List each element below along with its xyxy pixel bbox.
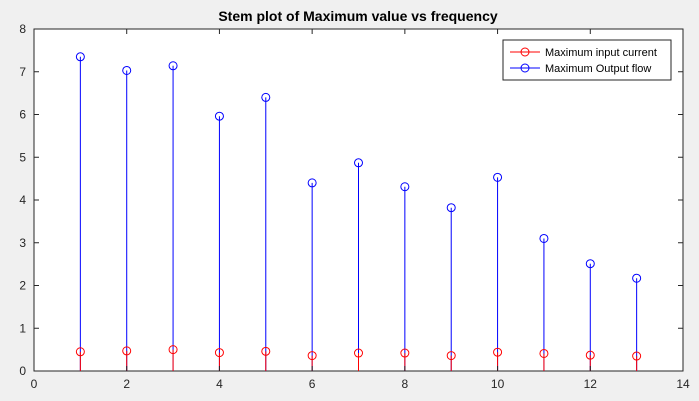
y-tick-label: 8	[19, 22, 26, 36]
marker-input-current	[354, 348, 363, 358]
marker-input-current	[168, 345, 178, 355]
x-tick-label: 8	[402, 377, 409, 391]
x-tick-label: 0	[31, 377, 38, 391]
marker-input-current	[400, 348, 410, 358]
marker-output-flow	[122, 65, 132, 75]
marker-output-flow	[75, 52, 85, 62]
marker-input-current	[585, 350, 595, 360]
y-tick-label: 3	[19, 236, 26, 250]
stems-layer	[79, 56, 638, 371]
y-tick-label: 2	[19, 279, 26, 293]
marker-input-current	[261, 346, 271, 356]
x-tick-label: 14	[676, 377, 690, 391]
y-tick-label: 7	[19, 65, 26, 79]
y-axis-ticks: 0 1 2 3 4 5 6 7 8	[19, 22, 683, 378]
marker-output-flow	[354, 158, 363, 168]
marker-output-flow	[307, 178, 317, 188]
y-tick-label: 0	[19, 364, 26, 378]
y-tick-label: 6	[19, 108, 26, 122]
marker-output-flow	[493, 172, 503, 182]
marker-output-flow	[168, 61, 178, 71]
marker-input-current	[75, 347, 85, 357]
marker-input-current	[632, 351, 642, 361]
x-axis-ticks: 0 2 4 6 8 10 12 14	[31, 29, 690, 391]
marker-input-current	[539, 348, 549, 358]
marker-output-flow	[539, 233, 549, 243]
marker-output-flow	[632, 273, 642, 283]
x-tick-label: 2	[123, 377, 130, 391]
marker-input-current	[446, 351, 456, 361]
x-tick-label: 6	[309, 377, 316, 391]
marker-input-current	[307, 351, 317, 361]
marker-output-flow	[585, 259, 595, 269]
legend-marker-input-current	[520, 47, 530, 57]
legend-marker-output-flow	[520, 63, 530, 73]
chart-title: Stem plot of Maximum value vs frequency	[218, 8, 498, 24]
marker-input-current	[122, 346, 132, 356]
x-tick-label: 12	[584, 377, 598, 391]
marker-input-current	[493, 347, 503, 357]
marker-output-flow	[400, 182, 410, 192]
marker-output-flow	[261, 92, 271, 102]
marker-input-current	[214, 348, 224, 358]
x-tick-label: 10	[491, 377, 505, 391]
marker-output-flow	[446, 203, 456, 213]
y-tick-label: 4	[19, 193, 26, 207]
markers-layer	[75, 52, 642, 361]
legend-box	[502, 39, 672, 81]
y-tick-label: 5	[19, 150, 26, 164]
legend: Maximum input current Maximum Output flo…	[502, 39, 672, 81]
y-tick-label: 1	[19, 321, 26, 335]
marker-output-flow	[214, 111, 224, 121]
x-tick-label: 4	[216, 377, 223, 391]
legend-label-output-flow: Maximum Output flow	[545, 63, 651, 75]
legend-label-input-current: Maximum input current	[545, 47, 657, 59]
